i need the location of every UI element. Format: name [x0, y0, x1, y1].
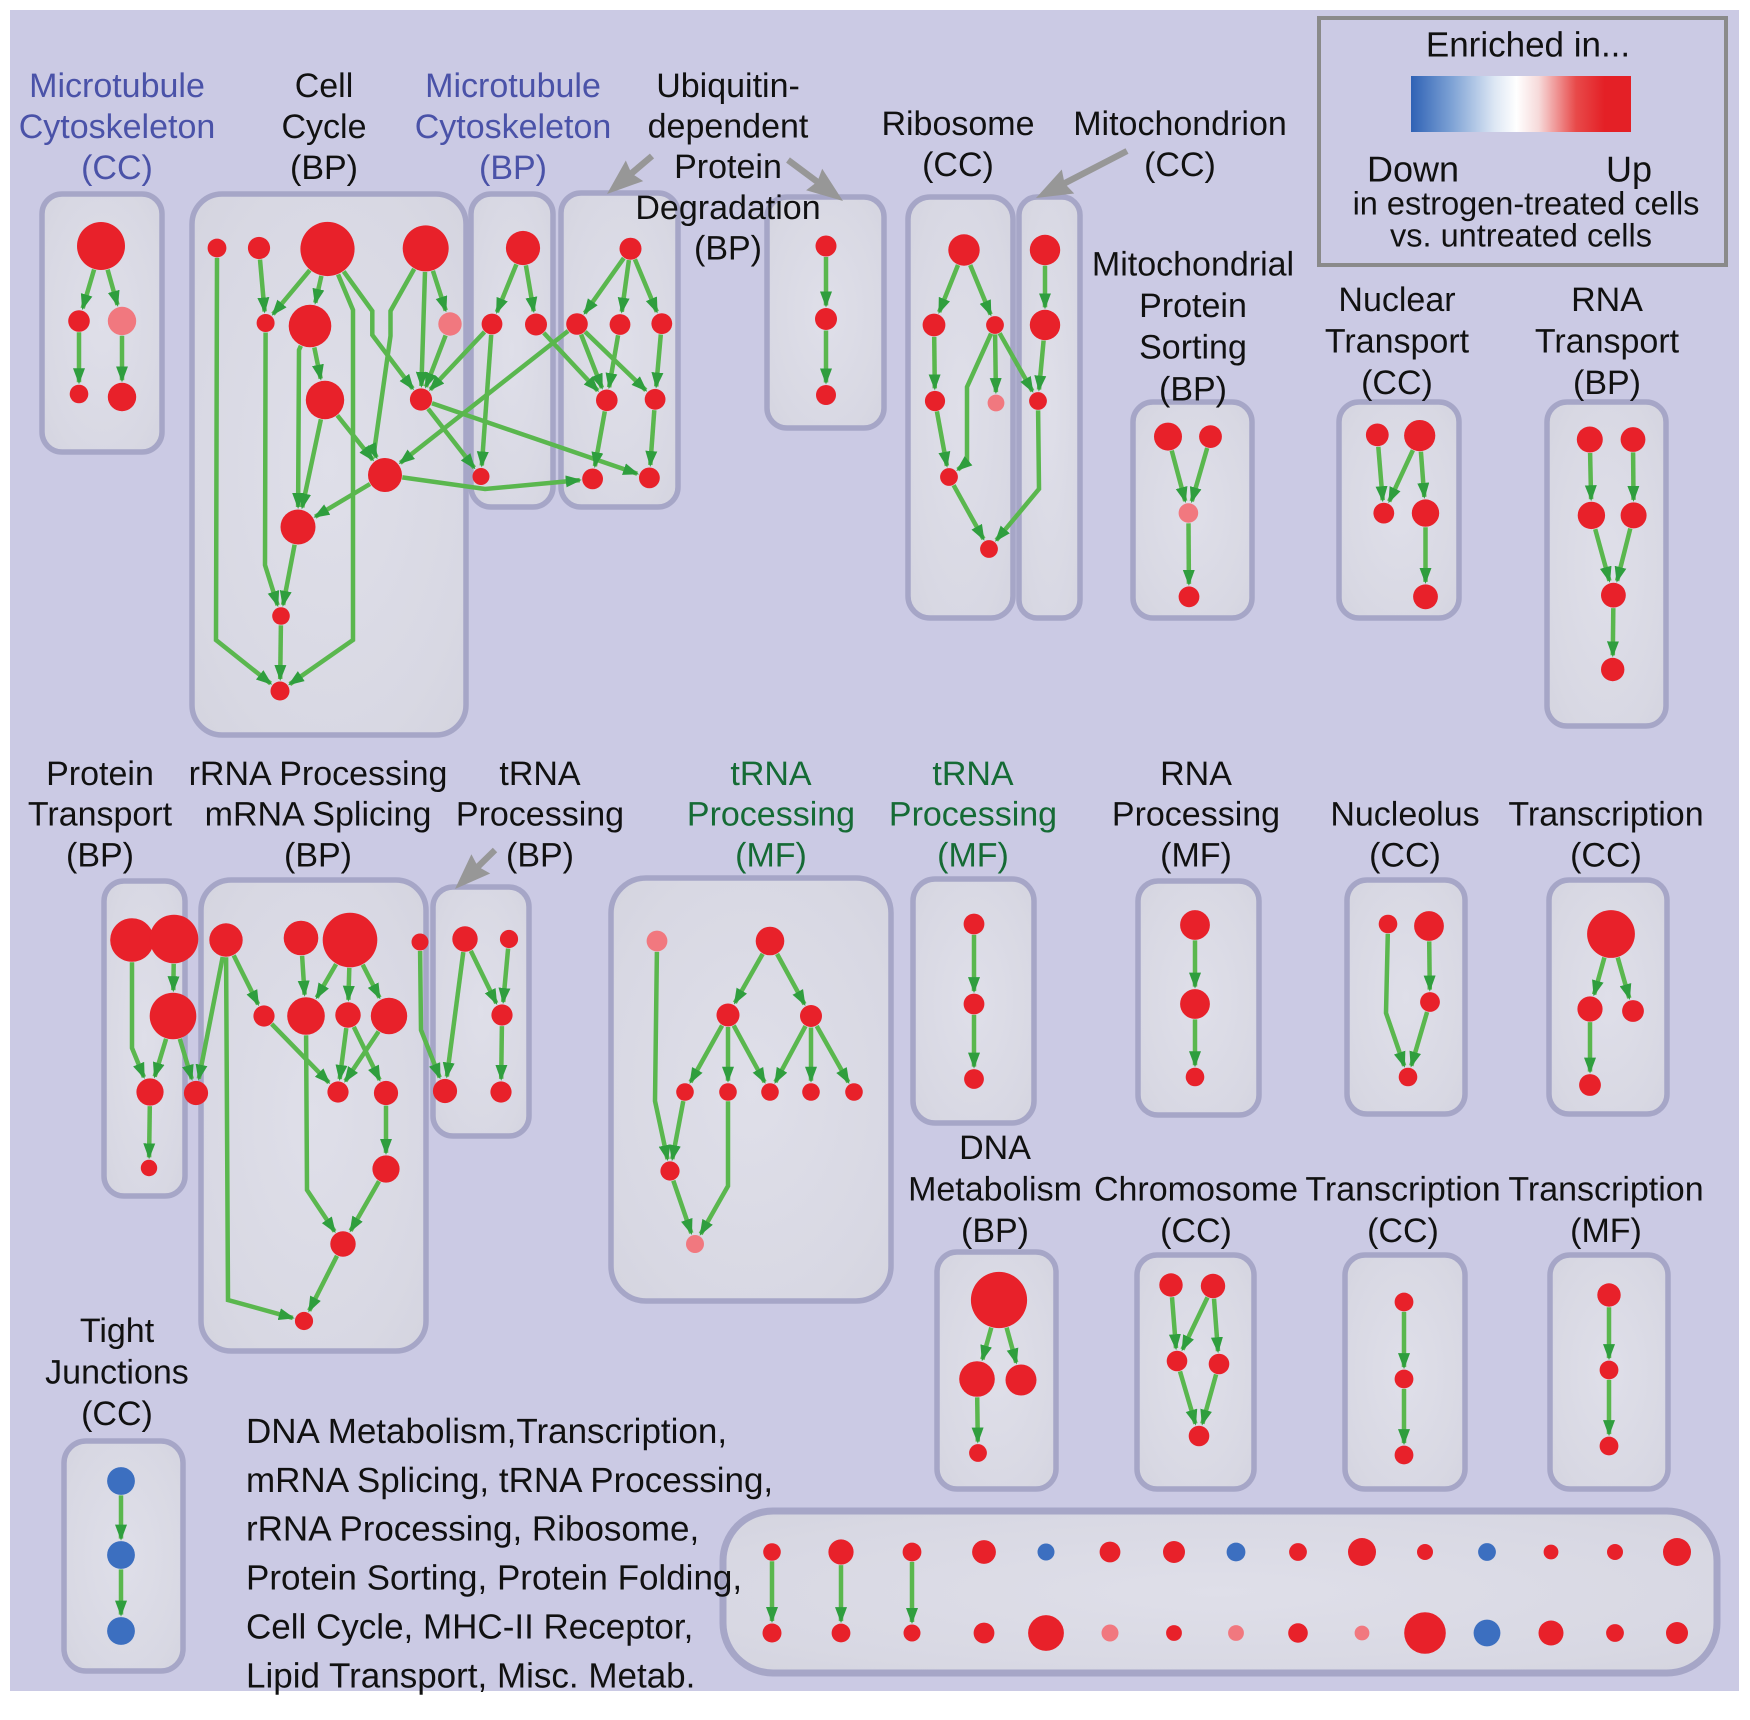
svg-text:(BP): (BP) [694, 229, 762, 267]
svg-text:Degradation: Degradation [635, 189, 820, 227]
svg-text:(MF): (MF) [1570, 1212, 1642, 1250]
svg-text:Cytoskeleton: Cytoskeleton [19, 108, 216, 146]
svg-text:in estrogen-treated cells: in estrogen-treated cells [1353, 186, 1700, 222]
svg-text:Ubiquitin-: Ubiquitin- [656, 67, 800, 105]
svg-text:Mitochondrion: Mitochondrion [1073, 105, 1287, 143]
svg-text:tRNA: tRNA [932, 755, 1014, 793]
svg-text:Sorting: Sorting [1139, 329, 1247, 367]
svg-text:mRNA Splicing: mRNA Splicing [205, 796, 432, 834]
svg-text:Transcription: Transcription [1508, 796, 1703, 834]
svg-text:Enriched in...: Enriched in... [1426, 26, 1630, 65]
svg-text:(BP): (BP) [506, 836, 574, 874]
svg-text:Lipid Transport, Misc. Metab.: Lipid Transport, Misc. Metab. [246, 1656, 695, 1695]
svg-text:vs. untreated cells: vs. untreated cells [1390, 218, 1652, 254]
svg-text:DNA Metabolism,Transcription,: DNA Metabolism,Transcription, [246, 1412, 727, 1451]
svg-text:Protein: Protein [46, 755, 154, 793]
svg-text:(CC): (CC) [1369, 836, 1441, 874]
svg-text:mRNA Splicing, tRNA Processing: mRNA Splicing, tRNA Processing, [246, 1461, 773, 1500]
svg-text:(CC): (CC) [1160, 1212, 1232, 1250]
svg-text:Protein: Protein [674, 148, 782, 186]
svg-text:Cell: Cell [295, 67, 354, 105]
svg-text:(CC): (CC) [81, 149, 153, 187]
svg-text:(CC): (CC) [81, 1395, 153, 1433]
svg-text:Processing: Processing [687, 796, 855, 834]
svg-text:Nuclear: Nuclear [1338, 281, 1455, 319]
svg-text:Microtubule: Microtubule [29, 67, 205, 105]
svg-text:(BP): (BP) [1159, 370, 1227, 408]
svg-text:Junctions: Junctions [45, 1354, 189, 1392]
svg-text:Processing: Processing [1112, 796, 1280, 834]
svg-text:(CC): (CC) [1367, 1212, 1439, 1250]
svg-text:(CC): (CC) [1570, 836, 1642, 874]
svg-text:Metabolism: Metabolism [908, 1171, 1082, 1209]
svg-text:(BP): (BP) [284, 836, 352, 874]
svg-text:Transport: Transport [28, 796, 173, 834]
svg-text:Tight: Tight [80, 1312, 155, 1350]
svg-text:Down: Down [1367, 149, 1459, 190]
svg-text:rRNA Processing: rRNA Processing [189, 755, 448, 793]
svg-text:(MF): (MF) [735, 836, 807, 874]
svg-text:(BP): (BP) [479, 149, 547, 187]
svg-text:(CC): (CC) [1144, 146, 1216, 184]
svg-text:(CC): (CC) [922, 146, 994, 184]
svg-text:(BP): (BP) [290, 149, 358, 187]
svg-text:(MF): (MF) [1160, 836, 1232, 874]
svg-text:RNA: RNA [1160, 755, 1232, 793]
svg-text:DNA: DNA [959, 1129, 1031, 1167]
svg-text:dependent: dependent [648, 108, 809, 146]
svg-text:Protein Sorting, Protein Foldi: Protein Sorting, Protein Folding, [246, 1559, 742, 1598]
svg-text:Microtubule: Microtubule [425, 67, 601, 105]
svg-text:Processing: Processing [456, 796, 624, 834]
svg-text:(BP): (BP) [961, 1212, 1029, 1250]
svg-text:Up: Up [1606, 149, 1652, 190]
svg-text:(MF): (MF) [937, 836, 1009, 874]
svg-text:Transcription: Transcription [1508, 1171, 1703, 1209]
svg-text:(CC): (CC) [1361, 364, 1433, 402]
svg-text:Cycle: Cycle [281, 108, 366, 146]
svg-text:RNA: RNA [1571, 281, 1643, 319]
svg-text:Nucleolus: Nucleolus [1330, 796, 1479, 834]
svg-text:Chromosome: Chromosome [1094, 1171, 1298, 1209]
svg-text:(BP): (BP) [1573, 364, 1641, 402]
svg-text:tRNA: tRNA [499, 755, 581, 793]
svg-text:rRNA Processing, Ribosome,: rRNA Processing, Ribosome, [246, 1510, 699, 1549]
svg-text:Cell Cycle, MHC-II Receptor,: Cell Cycle, MHC-II Receptor, [246, 1608, 693, 1647]
svg-text:tRNA: tRNA [730, 755, 812, 793]
svg-text:Transcription: Transcription [1305, 1171, 1500, 1209]
svg-text:Ribosome: Ribosome [881, 105, 1034, 143]
svg-text:Cytoskeleton: Cytoskeleton [415, 108, 612, 146]
svg-text:Protein: Protein [1139, 287, 1247, 325]
svg-text:(BP): (BP) [66, 836, 134, 874]
svg-text:Mitochondrial: Mitochondrial [1092, 245, 1294, 283]
svg-text:Transport: Transport [1325, 323, 1470, 361]
svg-text:Transport: Transport [1535, 323, 1680, 361]
svg-text:Processing: Processing [889, 796, 1057, 834]
